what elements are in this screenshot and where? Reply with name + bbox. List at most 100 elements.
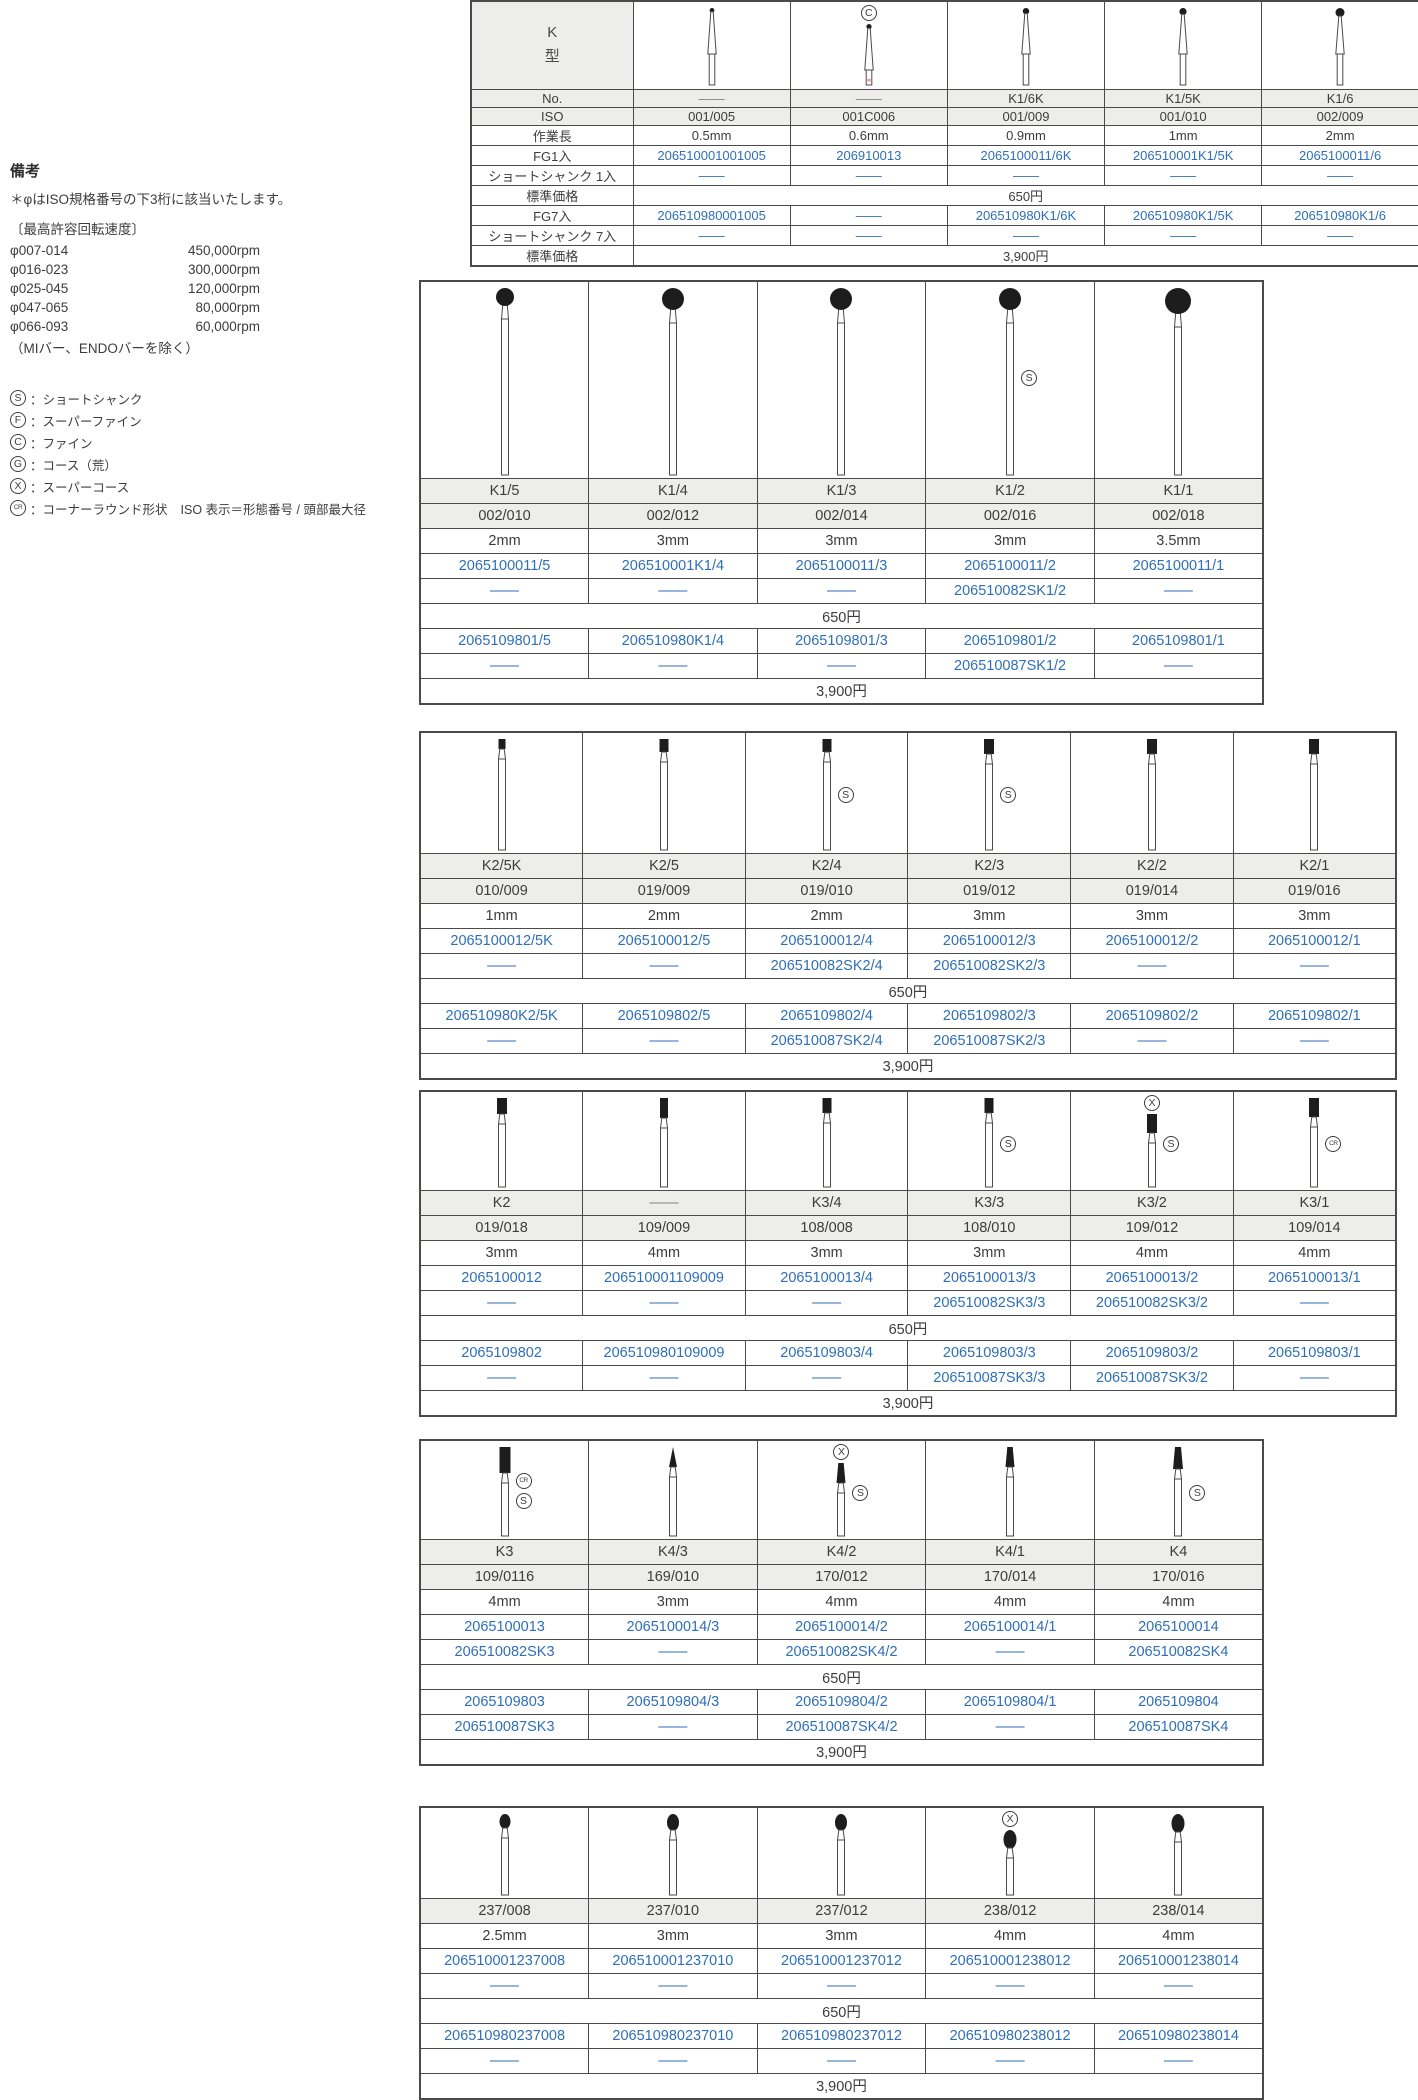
ss7-cell[interactable]: 206510087SK2/3 [907,1028,1072,1054]
fg1-cell[interactable]: 2065100011/5 [419,553,590,579]
ss7-cell[interactable]: 206510087SK2/4 [744,1028,909,1054]
fg7-cell[interactable]: 206510980K1/6K [946,204,1106,226]
price-cell: 650円 [419,603,1264,629]
fg1-cell[interactable]: 2065100014 [1093,1614,1264,1640]
fg7-cell[interactable]: 2065109802/5 [582,1003,746,1029]
fg1-cell[interactable]: 206510001238012 [925,1948,1095,1974]
fg7-cell[interactable]: 206510980K1/4 [588,628,758,654]
fg7-cell[interactable]: 2065109803 [419,1689,590,1715]
fg7-cell[interactable]: 2065109802/4 [744,1003,909,1029]
fg1-cell[interactable]: 2065100012/2 [1070,928,1234,954]
iso-cell: 237/012 [756,1898,927,1924]
fg1-cell[interactable]: 2065100013/2 [1070,1265,1234,1291]
fg7-cell[interactable]: 2065109802 [419,1340,584,1366]
legend-item: X ：スーパーコース [10,475,362,497]
ss1-cell[interactable]: 206510082SK4/2 [756,1639,927,1665]
ss7-cell[interactable]: 206510087SK3/3 [907,1365,1072,1391]
fg7-cell[interactable]: 2065109801/2 [925,628,1095,654]
fg1-cell[interactable]: 2065100011/6 [1261,144,1418,166]
fg1-cell[interactable]: 2065100012 [419,1265,584,1291]
fg7-cell[interactable]: 2065109801/5 [419,628,590,654]
fg1-cell[interactable]: 2065100012/5 [582,928,746,954]
ss7-cell[interactable]: 206510087SK4/2 [756,1714,927,1740]
fg7-cell[interactable]: 2065109803/2 [1070,1340,1234,1366]
fg1-cell[interactable]: 2065100011/3 [756,553,927,579]
fg1-cell[interactable]: 2065100013 [419,1614,590,1640]
ss7-cell: —— [1070,1028,1234,1054]
ss7-cell[interactable]: 206510087SK4 [1093,1714,1264,1740]
fg7-cell[interactable]: 2065109803/4 [744,1340,909,1366]
fg7-cell[interactable]: 2065109802/1 [1232,1003,1397,1029]
fg7-cell[interactable]: 2065109804/1 [925,1689,1095,1715]
fg7-cell[interactable]: 206510980238012 [925,2023,1095,2049]
ss1-cell[interactable]: 206510082SK2/4 [744,953,909,979]
super-coarse-icon: X [833,1443,850,1460]
fg1-cell[interactable]: 2065100013/1 [1232,1265,1397,1291]
ss7-cell: —— [925,2048,1095,2074]
ss7-cell[interactable]: 206510087SK3/2 [1070,1365,1234,1391]
fg1-cell[interactable]: 2065100013/4 [744,1265,909,1291]
fg1-cell[interactable]: 2065100012/5K [419,928,584,954]
ss1-cell[interactable]: 206510082SK2/3 [907,953,1072,979]
fg1-cell[interactable]: 2065100012/1 [1232,928,1397,954]
speed-rpm: 60,000rpm [195,319,260,334]
fg7-cell[interactable]: 206510980K1/6 [1261,204,1418,226]
fg1-cell[interactable]: 206510001237010 [588,1948,758,1974]
fg7-cell[interactable]: 2065109804 [1093,1689,1264,1715]
fg1-cell[interactable]: 2065100014/2 [756,1614,927,1640]
fg7-cell[interactable]: 206510980K2/5K [419,1003,584,1029]
fg1-cell[interactable]: 2065100014/1 [925,1614,1095,1640]
fg1-cell[interactable]: 2065100012/3 [907,928,1072,954]
fg7-cell[interactable]: 206510980001005 [632,204,791,226]
len-cell: 3mm [419,1240,584,1266]
fg7-row: 2065109802 206510980109009 2065109803/4 206… [419,1340,1397,1366]
fg7-cell[interactable]: 2065109801/1 [1093,628,1264,654]
price7-row: 3,900円 [419,678,1264,704]
fg1-cell[interactable]: 2065100013/3 [907,1265,1072,1291]
fg7-cell[interactable]: 2065109804/3 [588,1689,758,1715]
fg1-cell[interactable]: 2065100011/2 [925,553,1095,579]
ss7-cell[interactable]: 206510087SK1/2 [925,653,1095,679]
fg1-cell[interactable]: 2065100012/4 [744,928,909,954]
len-cell: 2mm [744,903,909,929]
len-cell: 4mm [1070,1240,1234,1266]
fg1-row: 206510001237008 206510001237010 2065100012… [419,1948,1264,1974]
ss1-row: —— —— —— —— —— [419,1973,1264,1999]
fg7-cell[interactable]: 206510980237008 [419,2023,590,2049]
fg7-cell[interactable]: 206510980K1/5K [1104,204,1263,226]
fg7-cell[interactable]: 2065109802/3 [907,1003,1072,1029]
fg1-cell[interactable]: 206510001237008 [419,1948,590,1974]
fg7-cell[interactable]: 206510980238014 [1093,2023,1264,2049]
ss1-cell: —— [588,578,758,604]
fg7-cell[interactable]: 2065109801/3 [756,628,927,654]
ss1-cell[interactable]: 206510082SK1/2 [925,578,1095,604]
fg1-cell[interactable]: 206510001238014 [1093,1948,1264,1974]
fg7-cell[interactable]: 2065109803/1 [1232,1340,1397,1366]
ss1-cell: —— [1261,164,1418,186]
fg1-cell[interactable]: 206910013 [789,144,948,166]
price-cell: 650円 [419,978,1397,1004]
bur-image-cell: CR [1232,1090,1397,1191]
ss1-cell[interactable]: 206510082SK3/3 [907,1290,1072,1316]
fg7-cell[interactable]: 206510980109009 [582,1340,746,1366]
ss1-cell: —— [582,1290,746,1316]
fg7-cell[interactable]: 2065109802/2 [1070,1003,1234,1029]
fg1-cell[interactable]: 206510001001005 [632,144,791,166]
fg1-cell[interactable]: 206510001K1/4 [588,553,758,579]
len-cell: 1mm [1104,124,1263,146]
fg1-cell[interactable]: 2065100014/3 [588,1614,758,1640]
fg7-cell[interactable]: 2065109803/3 [907,1340,1072,1366]
legend-item: C ：ファイン [10,431,362,453]
fg1-cell[interactable]: 2065100011/6K [946,144,1106,166]
fg1-cell[interactable]: 206510001109009 [582,1265,746,1291]
ss7-cell[interactable]: 206510087SK3 [419,1714,590,1740]
fg7-cell[interactable]: 206510980237010 [588,2023,758,2049]
fg1-cell[interactable]: 206510001237012 [756,1948,927,1974]
fg7-cell[interactable]: 2065109804/2 [756,1689,927,1715]
fg1-cell[interactable]: 206510001K1/5K [1104,144,1263,166]
ss1-cell[interactable]: 206510082SK3/2 [1070,1290,1234,1316]
fg7-cell[interactable]: 206510980237012 [756,2023,927,2049]
ss1-cell[interactable]: 206510082SK4 [1093,1639,1264,1665]
fg1-cell[interactable]: 2065100011/1 [1093,553,1264,579]
ss1-cell[interactable]: 206510082SK3 [419,1639,590,1665]
